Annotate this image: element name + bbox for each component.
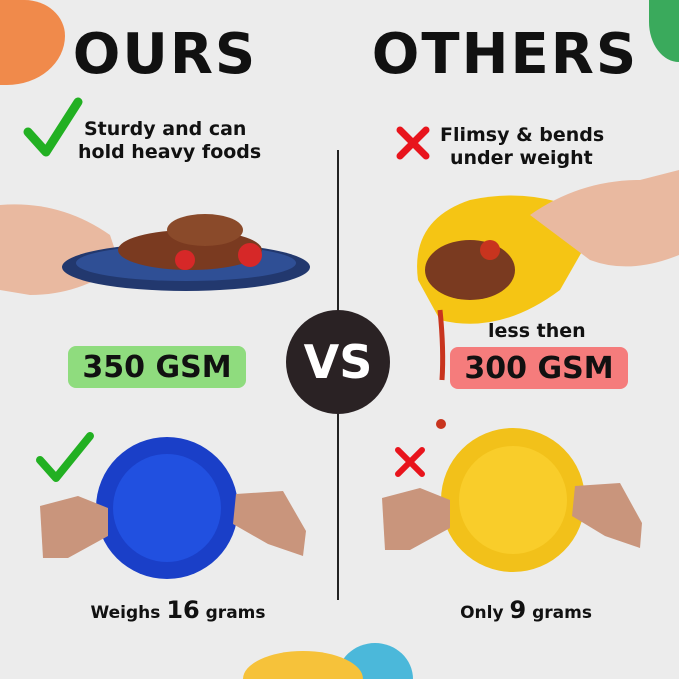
others-weight-prefix: Only [460,603,504,623]
ours-claim: Sturdy and can hold heavy foods [78,118,261,164]
others-claim-line1: Flimsy & bends [440,124,605,146]
ours-claim-line2: hold heavy foods [78,141,262,163]
others-weight-suffix: grams [532,603,592,623]
ours-weight: Weighs 16 grams [48,596,308,624]
others-weight: Only 9 grams [396,596,656,624]
ours-plate-image [40,437,306,579]
others-gsm-note: less then [488,320,586,342]
others-claim-line2: under weight [450,147,593,169]
flimsy-plate-image [417,170,679,429]
ours-weight-prefix: Weighs [90,603,161,623]
others-weight-value: 9 [509,596,527,624]
ours-heading: OURS [72,22,258,87]
others-gsm-badge: 300 GSM [450,347,628,389]
sturdy-plate-image [0,204,310,295]
cross-icon [395,447,425,477]
ours-claim-line1: Sturdy and can [84,118,247,140]
check-icon [36,432,94,482]
ours-gsm-badge: 350 GSM [68,346,246,388]
check-icon [23,97,83,157]
others-plate-image [382,428,642,572]
others-heading: OTHERS [371,22,639,87]
ours-weight-suffix: grams [205,603,266,623]
vs-label: VS [303,335,373,389]
ours-weight-value: 16 [166,596,200,624]
vs-badge: VS [286,310,390,414]
cross-icon [396,126,430,160]
others-claim: Flimsy & bends under weight [440,124,604,170]
